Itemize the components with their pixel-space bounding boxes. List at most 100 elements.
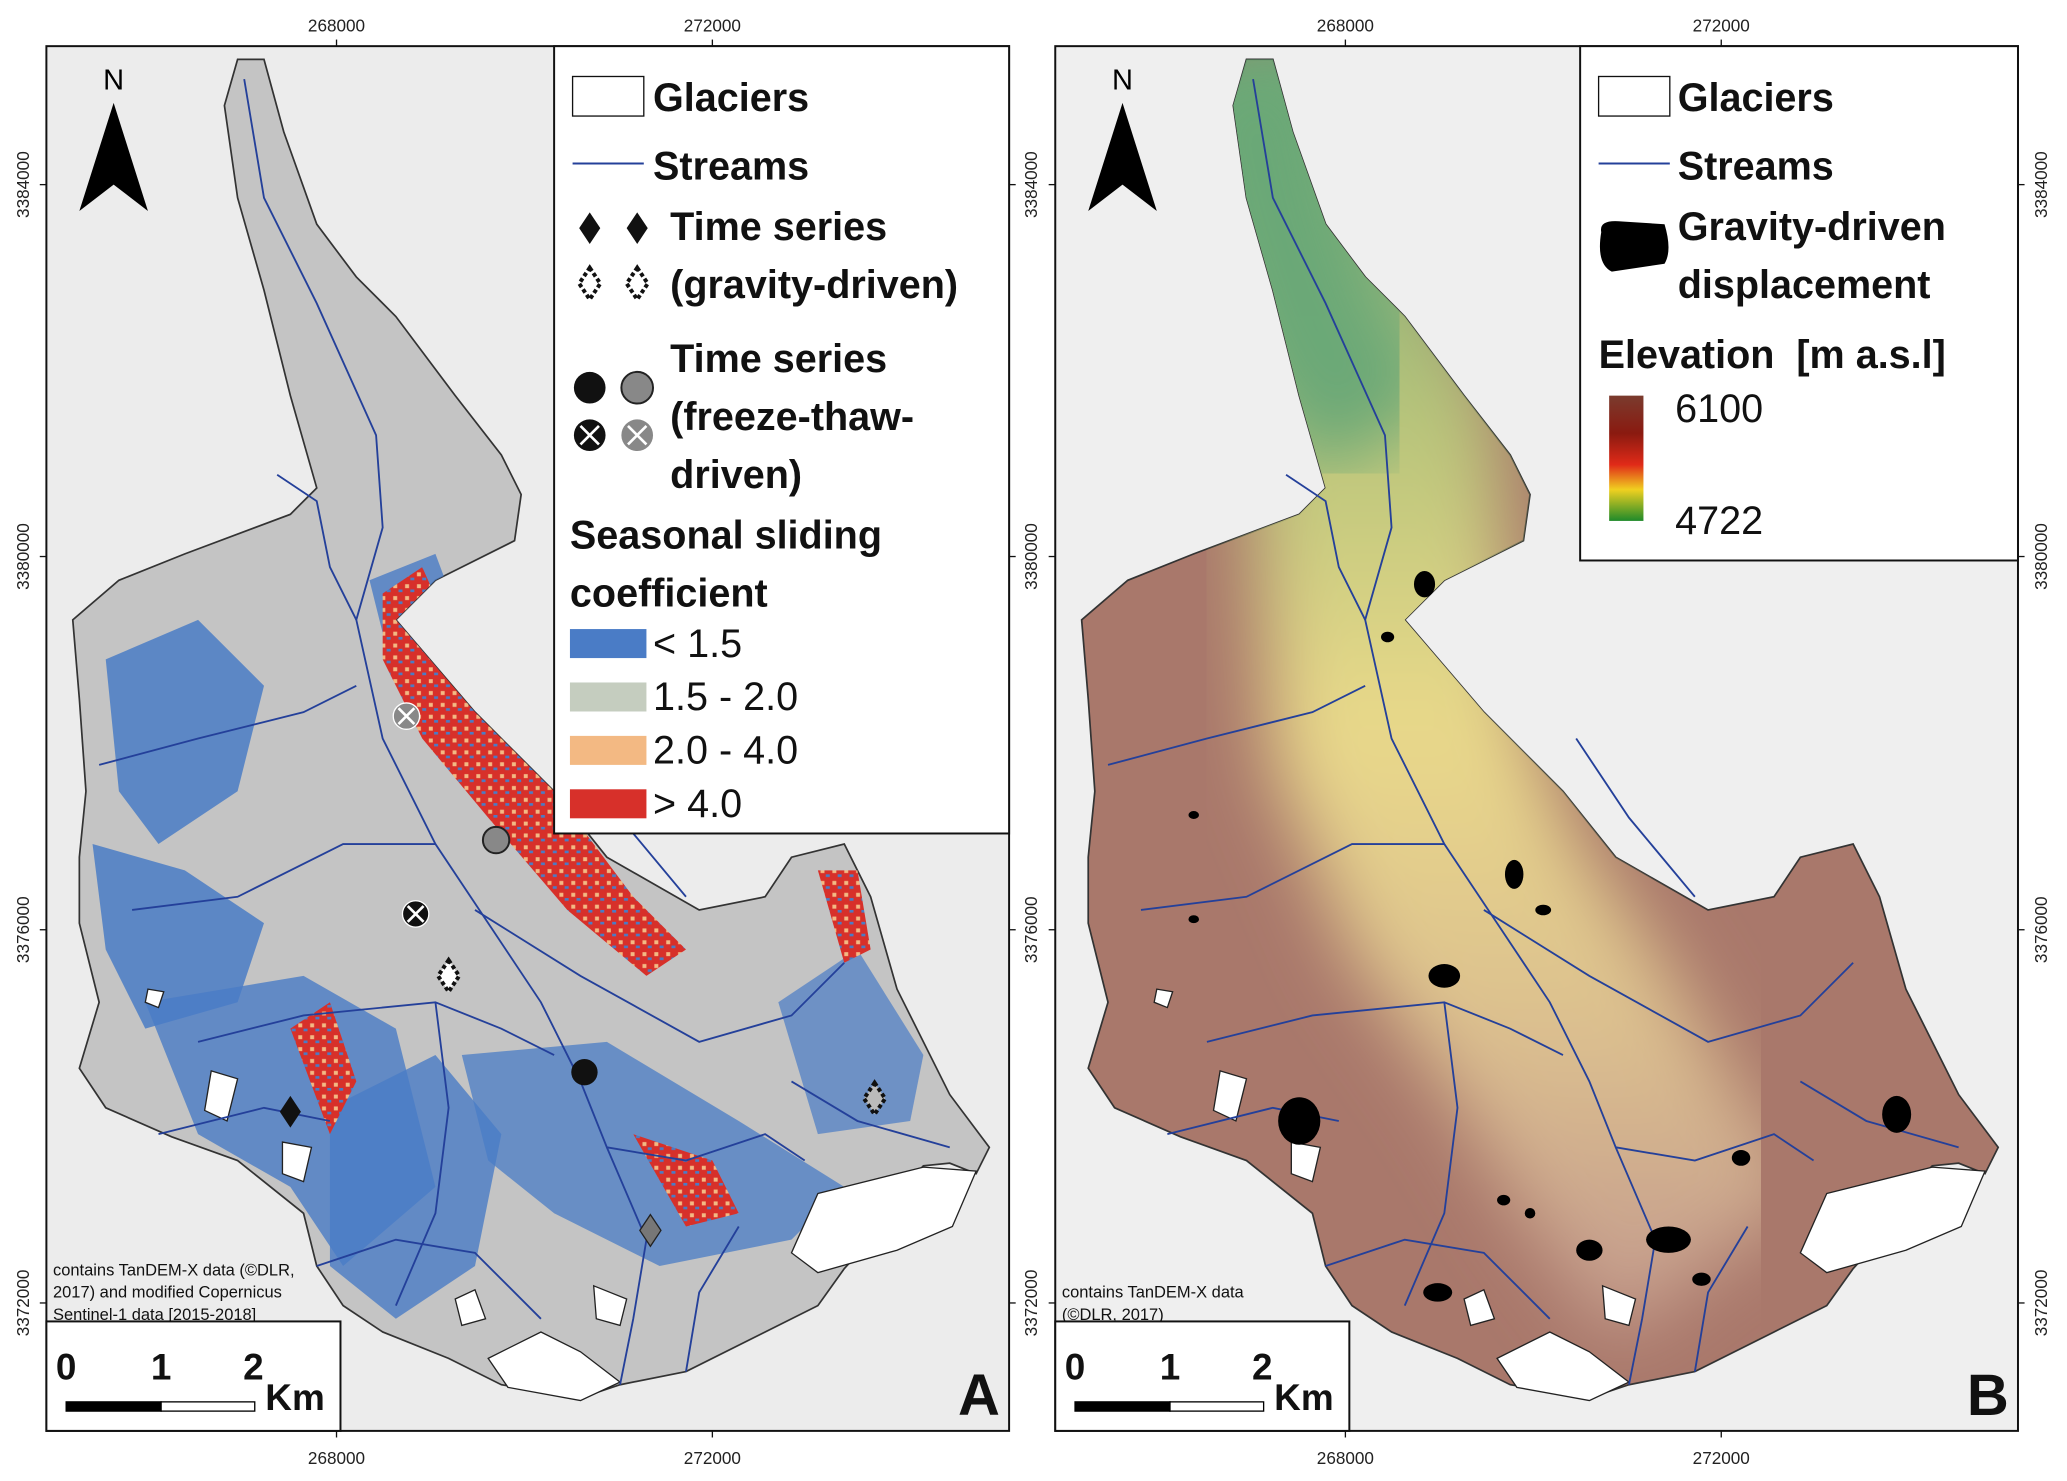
patch	[1535, 904, 1552, 916]
path	[579, 425, 600, 446]
marker-swatch	[620, 370, 655, 405]
y-tick-label: 3384000	[2031, 151, 2051, 218]
glacier	[1290, 1141, 1322, 1183]
scale-label: 1	[151, 1346, 172, 1387]
x-tick-label: 272000	[684, 1448, 741, 1468]
stream	[606, 1133, 806, 1162]
north-label: N	[103, 65, 124, 97]
legend-label: Gravity-driven	[1678, 205, 1946, 249]
legend-label: Glaciers	[1678, 76, 1834, 120]
stream	[1615, 1133, 1815, 1162]
glacier	[454, 1288, 487, 1327]
displacement-swatch	[1599, 221, 1669, 272]
north-label: N	[1112, 65, 1133, 97]
credit: Sentinel-1 data [2015-2018]	[53, 1306, 256, 1324]
path	[397, 707, 416, 725]
patch	[1646, 1226, 1691, 1253]
patch	[1524, 1208, 1536, 1219]
patch	[290, 1002, 357, 1135]
x-tick-label: 272000	[684, 16, 741, 36]
marker-crossed	[401, 900, 430, 928]
legend-swatch	[569, 629, 647, 659]
marker-swatch	[579, 212, 648, 244]
x-tick-label: 272000	[1693, 16, 1750, 36]
y-tick-label: 3376000	[13, 896, 33, 963]
displacement-patches	[1188, 571, 1912, 1302]
y-tick-label: 3380000	[13, 523, 33, 590]
x-tick-label: 268000	[1317, 1448, 1374, 1468]
glacier	[281, 1141, 313, 1183]
legend-label: driven)	[670, 453, 802, 497]
panel-letter: A	[958, 1363, 1000, 1428]
stream	[1799, 1080, 1959, 1149]
marker-swatch	[573, 371, 606, 404]
legend-label: Time series	[670, 337, 887, 381]
legend-label: displacement	[1678, 263, 1931, 307]
marker-diamond	[435, 956, 462, 996]
glacier	[1463, 1288, 1496, 1327]
panel-letter: B	[1967, 1363, 2009, 1428]
y-tick-label: 3384000	[1021, 151, 1041, 218]
marker-diamond	[639, 1213, 662, 1248]
marker-swatch	[576, 264, 651, 303]
streams	[1107, 78, 1959, 1385]
stream	[1575, 738, 1696, 898]
patch	[92, 844, 264, 1029]
north-arrow	[79, 102, 148, 212]
valley-shade	[1162, 59, 1450, 482]
scale-label: 0	[56, 1346, 77, 1387]
stream	[158, 1106, 331, 1136]
path	[627, 425, 648, 446]
stream	[276, 473, 358, 621]
y-tick-label: 3380000	[1021, 523, 1041, 590]
x-tick-label: 268000	[308, 16, 365, 36]
legend-title: Seasonal sliding	[570, 514, 882, 558]
ramp-min: 4722	[1675, 499, 1763, 543]
stream	[1325, 1238, 1551, 1320]
glacier	[144, 988, 165, 1009]
y-tick-label: 3380000	[2031, 523, 2051, 590]
scale-label: 1	[1160, 1346, 1181, 1387]
marker-diamond	[861, 1079, 888, 1118]
glacier	[1799, 1166, 1986, 1274]
legend-title: Elevation [m a.s.l]	[1599, 333, 1946, 377]
stream	[316, 1238, 542, 1320]
glacier	[790, 1166, 978, 1274]
frame	[1054, 45, 2019, 1432]
credit: (©DLR, 2017)	[1062, 1306, 1164, 1324]
patch	[1413, 571, 1436, 598]
stream	[1107, 684, 1366, 766]
patch	[1278, 1097, 1321, 1145]
glaciers	[1153, 988, 1986, 1402]
legend-label: (freeze-thaw-	[670, 395, 914, 439]
north-arrow	[1088, 102, 1157, 212]
scale-bar	[1074, 1401, 1171, 1412]
patch	[778, 949, 924, 1135]
stream	[98, 684, 357, 766]
marker-circle	[571, 1058, 598, 1086]
patch	[633, 1134, 739, 1227]
patch	[1381, 631, 1395, 643]
y-tick-label: 3376000	[2031, 896, 2051, 963]
legend-label: (gravity-driven)	[670, 263, 958, 307]
ramp-max: 6100	[1675, 387, 1763, 431]
patch	[1497, 1194, 1511, 1206]
y-tick-label: 3384000	[13, 151, 33, 218]
marker-circle	[481, 825, 511, 855]
glacier	[1212, 1070, 1248, 1122]
patch	[817, 870, 871, 963]
patch	[1188, 915, 1200, 924]
glaciers	[144, 988, 978, 1402]
patch	[1423, 1283, 1453, 1302]
scale-unit: Km	[265, 1377, 324, 1418]
class-list: < 1.5 1.5 - 2.0 2.0 - 4.0 > 4.0	[569, 622, 798, 826]
scale-bar	[65, 1401, 162, 1412]
legend-label: 2.0 - 4.0	[653, 729, 798, 773]
legend-label: < 1.5	[653, 622, 742, 666]
legend-title: coefficient	[570, 572, 768, 616]
patch	[105, 619, 264, 845]
y-tick-label: 3376000	[1021, 896, 1041, 963]
x-tick-label: 272000	[1693, 1448, 1750, 1468]
scale-box	[45, 1320, 342, 1432]
legend-swatch	[569, 735, 647, 765]
